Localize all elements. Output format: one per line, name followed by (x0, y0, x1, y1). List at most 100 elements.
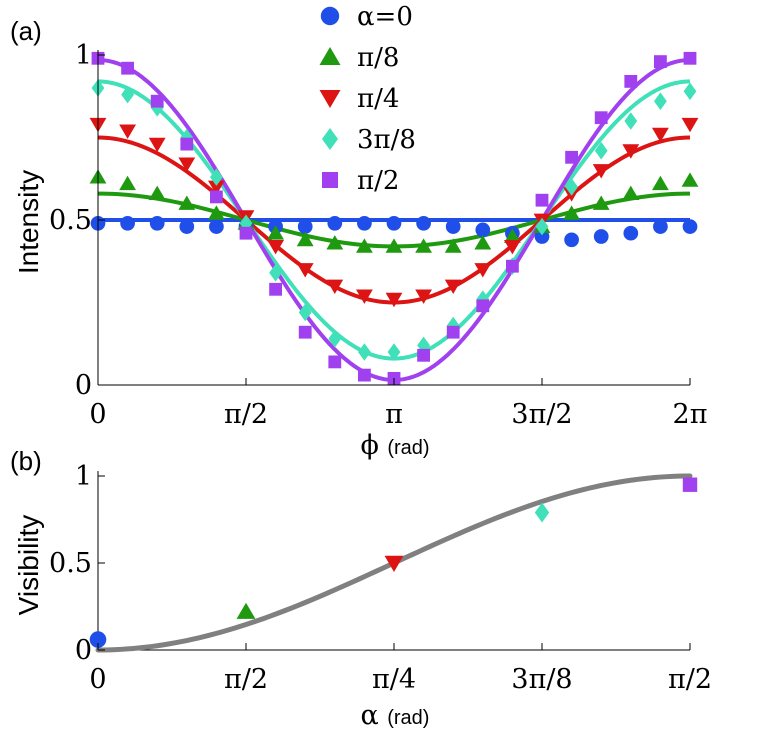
panel-a-y-tick-label: 0 (75, 370, 92, 401)
panel-a-data-point (535, 217, 549, 236)
panel-a-data-point (210, 190, 223, 204)
panel-a-data-point (682, 219, 698, 234)
panel-b-x-axis-label: α (rad) (361, 700, 430, 731)
legend-marker (322, 128, 338, 150)
panel-a-x-tick-label: 0 (89, 399, 106, 430)
panel-a-data-point (208, 180, 225, 195)
panel-a-data-point (564, 232, 579, 248)
panel-a-data-point (267, 225, 284, 240)
panel-a-data-point (148, 137, 166, 153)
panel-a-data-point (593, 229, 609, 244)
panel-a-data-point (386, 215, 402, 231)
panel-b-x-axis-unit: (rad) (387, 707, 429, 729)
panel-a-data-point (296, 231, 314, 247)
panel-a-data-point (504, 240, 521, 255)
panel-a-data-point (178, 195, 196, 210)
panel-a-data-point (416, 215, 431, 231)
panel-a-data-point (624, 75, 638, 88)
panel-a-data-point (654, 55, 667, 68)
panel-a-x-tick-label: π/2 (224, 399, 268, 430)
panel-a-data-point (623, 225, 639, 241)
panel-b-x-axis-symbol: α (361, 700, 379, 731)
panel-a-data-point (326, 279, 344, 294)
panel-a-data-point (535, 193, 549, 207)
panel-a-data-point (327, 215, 343, 231)
panel-b-visibility-chart: (b) 0 π/2 π/4 3π/8 π/2 0 0.5 1 Visibility α (ra… (10, 446, 712, 731)
panel-a-data-point (624, 112, 638, 130)
panel-a-data-point (683, 82, 697, 101)
panel-a-x-tick-label: 3π/2 (511, 399, 572, 430)
panel-a-data-point (415, 289, 432, 304)
panel-a-data-point (385, 292, 403, 308)
panel-a-x-tick-label: π (385, 399, 403, 430)
panel-a-data-point (474, 235, 492, 250)
legend-label: π/4 (357, 84, 399, 114)
panel-a-data-point (563, 205, 580, 220)
panel-b-data-point (384, 555, 404, 572)
panel-b-x-tick-label: π/2 (224, 664, 268, 695)
panel-a-data-point (239, 226, 253, 240)
panel-a-data-point (269, 282, 282, 296)
panel-b-data-point (534, 502, 550, 523)
legend-marker (319, 47, 341, 65)
panel-a-data-point (120, 215, 135, 231)
panel-a-intensity-chart: (a) 0 π/2 π 3π/2 2π 0 0.5 1 Intensity ϕ (rad) α… (10, 2, 707, 461)
panel-a-data-point (239, 214, 253, 233)
panel-b-x-tick-label: 0 (89, 664, 106, 695)
panel-b-x-tick-label: π/4 (372, 664, 416, 695)
panel-a-data-point (475, 222, 491, 238)
panel-a-data-point (298, 325, 312, 339)
legend-marker (322, 172, 338, 188)
panel-a-data-point (683, 51, 697, 65)
legend-label: α=0 (357, 2, 413, 32)
panel-b-data-point (89, 631, 107, 648)
panel-a-data-point (178, 157, 196, 172)
panel-a-data-point (210, 168, 223, 186)
panel-a-data-point (594, 141, 608, 160)
panel-b-y-tick-label: 1 (75, 461, 92, 492)
panel-a-x-axis-label: ϕ (rad) (360, 430, 429, 461)
panel-a-data-point (150, 94, 164, 108)
panel-a-data-point (594, 111, 608, 125)
panel-a-data-point (328, 330, 342, 348)
panel-a-data-point (565, 178, 578, 196)
panel-a-data-point (415, 238, 432, 253)
legend: α=0 π/8 π/4 3π/8 π/2 (319, 2, 416, 196)
panel-a-data-point (446, 325, 460, 339)
panel-a-y-tick-label: 0.5 (49, 205, 92, 236)
panel-a-data-point (119, 124, 136, 139)
panel-a-data-point (445, 219, 461, 234)
panel-a-data-point (565, 150, 578, 164)
panel-a-label: (a) (10, 16, 42, 46)
panel-a-data-point (121, 61, 134, 75)
panel-a-y-tick-label: 1 (75, 40, 92, 71)
panel-a-data-point (652, 175, 669, 191)
panel-a-data-point (504, 228, 521, 243)
panel-a-data-point (681, 117, 699, 133)
panel-b-y-tick-label: 0.5 (49, 548, 92, 579)
panel-a-data-point (622, 144, 640, 159)
panel-a-data-point (121, 85, 134, 104)
panel-a-data-point (653, 219, 668, 234)
panel-a-data-point (417, 348, 430, 362)
panel-a-data-point (297, 219, 313, 234)
panel-a-data-point (180, 137, 194, 151)
panel-b-x-tick-label: 3π/8 (511, 664, 572, 695)
panel-a-data-point (476, 299, 490, 313)
panel-a-data-point (592, 164, 610, 179)
panel-a-data-point (622, 185, 640, 200)
panel-a-data-point (326, 235, 344, 250)
panel-b-label: (b) (10, 446, 42, 476)
panel-b-x-tick-label: π/2 (668, 664, 712, 695)
panel-a-data-point (356, 289, 373, 304)
panel-b-y-axis-label: Visibility (13, 515, 44, 616)
panel-a-data-point (269, 264, 282, 282)
panel-a-y-axis-label: Intensity (13, 170, 44, 274)
panel-a-x-tick-label: 2π (673, 399, 708, 430)
panel-b-y-tick-label: 0 (75, 635, 92, 666)
panel-a-data-point (444, 238, 462, 253)
panel-a-data-point (357, 215, 372, 231)
panel-a-data-point (208, 205, 225, 220)
panel-b-data-point (682, 477, 698, 492)
